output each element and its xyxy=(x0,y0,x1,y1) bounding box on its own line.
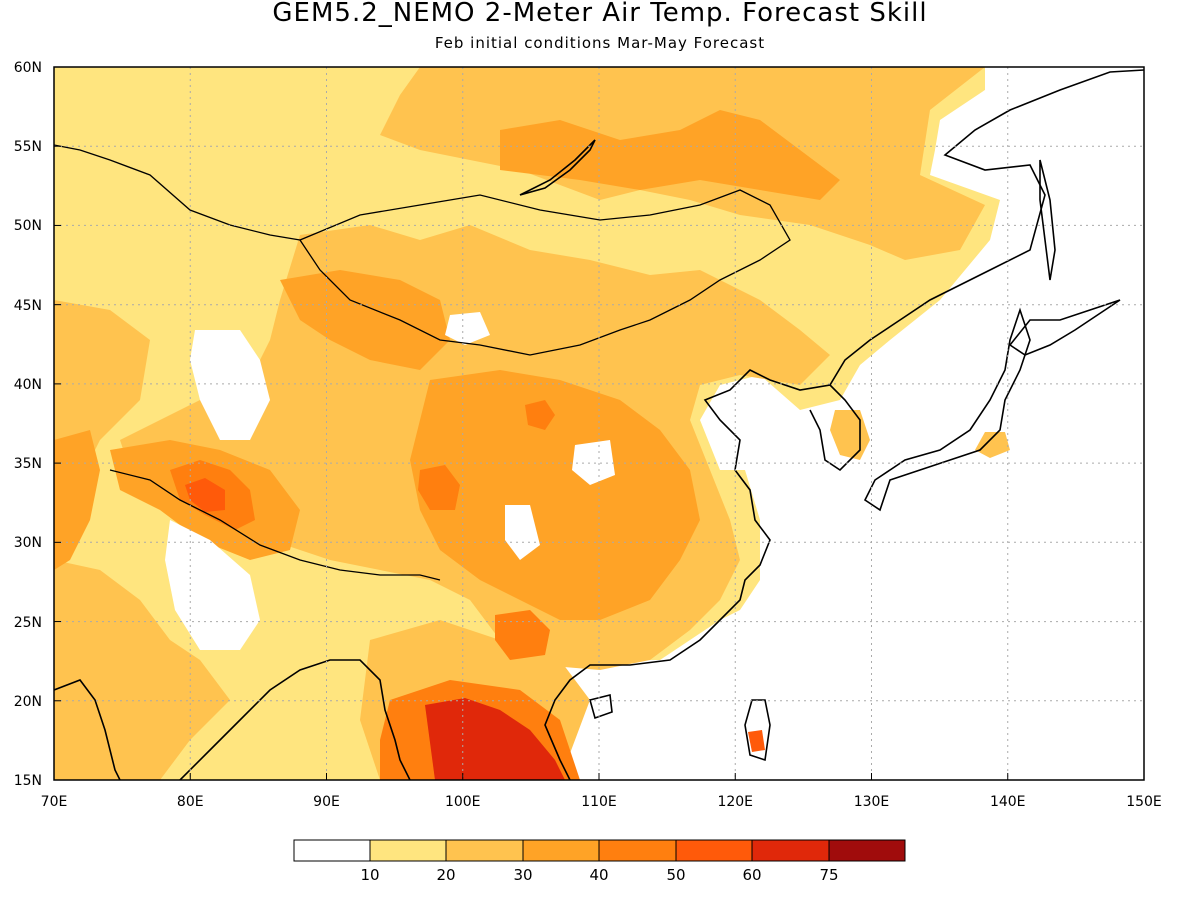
lon-tick-label: 130E xyxy=(854,794,890,810)
india-china-border xyxy=(109,469,441,581)
colorbar-swatch xyxy=(598,839,677,862)
no-skill-lake-balkhash xyxy=(190,330,270,440)
no-skill-mongolia xyxy=(445,312,490,345)
colorbar-swatch xyxy=(522,839,600,862)
lat-tick-label: 40N xyxy=(14,377,42,393)
skill-region-taiwan xyxy=(748,730,765,752)
bay-of-bengal-line xyxy=(179,659,411,780)
colorbar-swatch xyxy=(445,839,524,862)
taiwan-outline xyxy=(744,699,771,762)
skill-region-30-40-center xyxy=(410,370,700,620)
lat-tick-label: 35N xyxy=(14,456,42,472)
skill-region-40-50-qinghai xyxy=(418,465,460,510)
skill-region-30-40-west xyxy=(54,430,100,570)
colorbar-label: 10 xyxy=(360,866,379,884)
lat-tick-label: 25N xyxy=(14,615,42,631)
map-subtitle: Feb initial conditions Mar-May Forecast xyxy=(434,34,766,52)
india-coast-line xyxy=(54,679,121,780)
colorbar-label: 50 xyxy=(666,866,685,884)
china-mongolia-border xyxy=(299,189,791,356)
lat-axis: 15N 20N 25N 30N 35N 40N 45N 50N 55N 60N xyxy=(14,60,42,789)
skill-field xyxy=(54,67,1144,780)
sakhalin-outline xyxy=(1039,159,1056,281)
colorbar-label: 60 xyxy=(742,866,761,884)
lat-tick-label: 45N xyxy=(14,298,42,314)
colorbar-swatch xyxy=(369,839,447,862)
no-skill-qinghai xyxy=(505,505,540,560)
no-skill-central xyxy=(572,440,615,485)
skill-region-60-75-thailand xyxy=(425,698,565,780)
coastlines xyxy=(54,69,1144,780)
skill-region-japan-spot xyxy=(975,432,1010,458)
lat-tick-label: 15N xyxy=(14,773,42,789)
lon-tick-label: 100E xyxy=(445,794,481,810)
lat-tick-label: 50N xyxy=(14,218,42,234)
asia-east-coast-line xyxy=(544,69,1144,780)
colorbar-label: 30 xyxy=(513,866,532,884)
lat-tick-label: 55N xyxy=(14,139,42,155)
lon-tick-label: 110E xyxy=(581,794,617,810)
lat-tick-label: 60N xyxy=(14,60,42,76)
korea-outline xyxy=(809,384,861,472)
lon-tick-label: 150E xyxy=(1126,794,1162,810)
skill-region-30-40-mongolia xyxy=(500,110,840,200)
colorbar-label: 40 xyxy=(589,866,608,884)
lon-tick-label: 140E xyxy=(990,794,1026,810)
colorbar-label: 75 xyxy=(819,866,838,884)
lat-tick-label: 20N xyxy=(14,694,42,710)
colorbar-swatch xyxy=(293,839,371,862)
skill-region-40-50-yunnan xyxy=(495,610,550,660)
hokkaido-outline xyxy=(1008,299,1121,356)
lon-axis: 70E 80E 90E 100E 110E 120E 130E 140E 150… xyxy=(41,794,1162,810)
hainan-outline xyxy=(589,694,613,720)
japan-outline xyxy=(863,307,1031,512)
axis-ticks xyxy=(53,66,1145,781)
colorbar-swatch xyxy=(751,839,830,862)
skill-region-40-50-gansu xyxy=(525,400,555,430)
lake-baikal xyxy=(519,139,596,196)
lon-tick-label: 70E xyxy=(41,794,68,810)
skill-region-50-60-tibet xyxy=(185,478,225,512)
russia-kazakh-border xyxy=(54,144,301,241)
lon-tick-label: 80E xyxy=(177,794,204,810)
no-skill-india xyxy=(165,520,260,650)
colorbar-swatch xyxy=(675,839,753,862)
lon-tick-label: 90E xyxy=(313,794,340,810)
colorbar: 10 20 30 40 50 60 75 xyxy=(293,839,906,884)
colorbar-swatch xyxy=(828,839,906,862)
lon-tick-label: 120E xyxy=(717,794,753,810)
map-title: GEM5.2_NEMO 2-Meter Air Temp. Forecast S… xyxy=(272,0,928,28)
skill-region-30-40-northwest xyxy=(280,270,450,370)
map-grid xyxy=(54,67,1144,780)
colorbar-label: 20 xyxy=(436,866,455,884)
lat-tick-label: 30N xyxy=(14,535,42,551)
skill-region-20-30-india xyxy=(54,560,230,780)
